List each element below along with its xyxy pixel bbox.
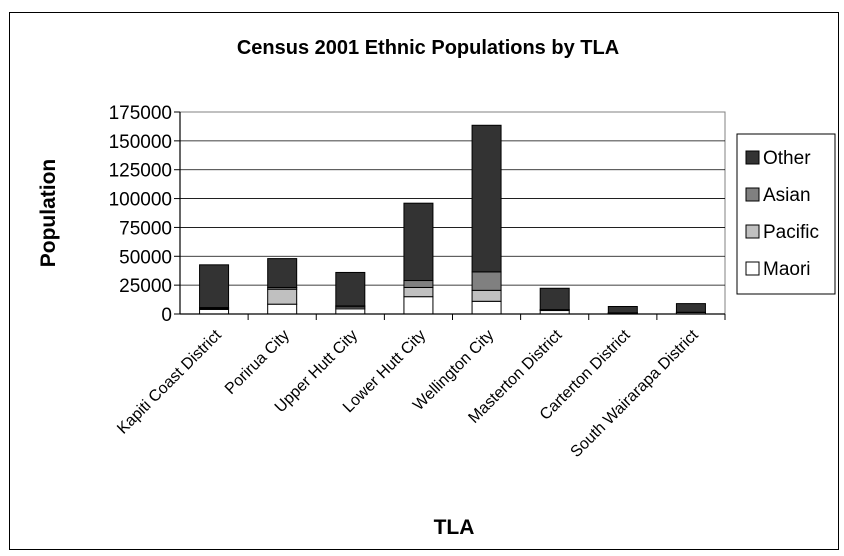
chart-frame: Census 2001 Ethnic Populations by TLA 0 2…	[9, 12, 839, 550]
legend-swatch-other	[745, 150, 760, 165]
x-tick-label: South Wairarapa District	[568, 326, 703, 461]
bar-other-0	[199, 264, 230, 309]
x-axis-title: TLA	[434, 516, 475, 539]
y-tick-label: 0	[161, 305, 172, 326]
bar-other-6	[607, 305, 638, 314]
bar-other-3	[403, 202, 434, 282]
y-tick-label: 50000	[119, 247, 172, 268]
bar-asian-4	[471, 271, 502, 291]
bar-other-4	[471, 124, 502, 273]
bar-asian-3	[403, 280, 434, 288]
y-tick-label: 150000	[109, 132, 172, 153]
y-axis-title: Population	[37, 159, 60, 268]
bar-maori-3	[403, 296, 434, 315]
bar-other-2	[335, 271, 366, 307]
x-tick-label: Kapiti Coast District	[114, 326, 225, 437]
legend-label-other: Other	[763, 148, 811, 169]
legend-swatch-maori	[745, 261, 760, 276]
legend-label-asian: Asian	[763, 185, 811, 206]
legend-swatch-pacific	[745, 224, 760, 239]
plot-area	[179, 111, 726, 315]
y-axis-ticks: 0 25000 50000 75000 100000 125000 150000 175000	[109, 103, 180, 326]
legend-label-maori: Maori	[763, 259, 811, 280]
bar-maori-2	[335, 308, 366, 315]
bar-other-1	[267, 258, 298, 288]
chart-svg: Census 2001 Ethnic Populations by TLA 0 2…	[37, 37, 836, 539]
chart-title: Census 2001 Ethnic Populations by TLA	[237, 37, 619, 59]
y-tick-label: 25000	[119, 276, 172, 297]
bar-other-7	[675, 303, 706, 313]
y-tick-label: 125000	[109, 161, 172, 182]
bar-maori-0	[199, 308, 230, 315]
bar-other-5	[539, 287, 570, 311]
bar-maori-1	[267, 303, 298, 315]
bar-pacific-4	[471, 289, 502, 302]
bar-maori-4	[471, 300, 502, 315]
bar-pacific-1	[267, 288, 298, 305]
legend-items: Other Asian Pacific Maori	[745, 148, 819, 280]
y-tick-label: 100000	[109, 190, 172, 211]
bar-pacific-3	[403, 286, 434, 298]
x-tick-label: Porirua City	[222, 327, 293, 398]
y-tick-label: 75000	[119, 218, 172, 239]
bars	[199, 124, 706, 315]
legend-swatch-asian	[745, 187, 760, 202]
legend-label-pacific: Pacific	[763, 222, 819, 243]
y-tick-label: 175000	[109, 103, 172, 124]
grid-lines	[180, 140, 725, 286]
